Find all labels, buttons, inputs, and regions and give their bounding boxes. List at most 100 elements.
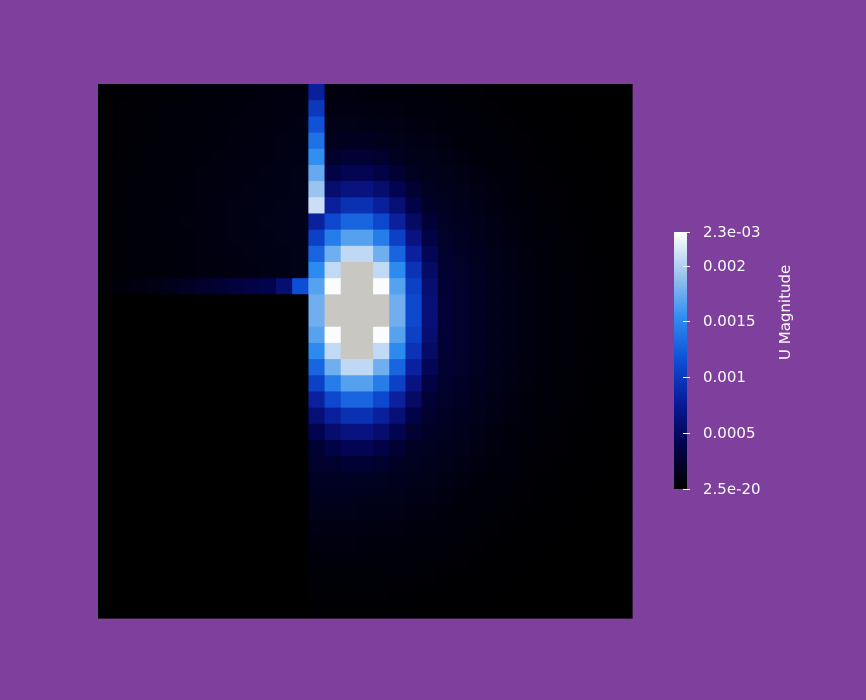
field-cell bbox=[567, 488, 585, 506]
field-cell bbox=[615, 359, 633, 376]
field-cell bbox=[518, 326, 536, 344]
scalar-bar-tick-label: 0.001 bbox=[703, 368, 746, 387]
field-cell bbox=[615, 164, 633, 182]
field-cell bbox=[421, 569, 439, 587]
field-cell bbox=[114, 100, 131, 117]
field-cell bbox=[389, 278, 407, 295]
field-cell bbox=[178, 132, 196, 150]
field-cell bbox=[551, 148, 568, 166]
field-cell bbox=[146, 181, 164, 198]
field-cell bbox=[308, 488, 326, 506]
field-cell bbox=[389, 342, 407, 360]
field-cell bbox=[470, 359, 487, 376]
field-cell bbox=[599, 440, 617, 457]
field-cell bbox=[454, 440, 471, 457]
field-cell bbox=[534, 375, 552, 393]
field-cell bbox=[292, 148, 309, 166]
field-cell bbox=[259, 164, 277, 182]
field-cell bbox=[340, 278, 358, 295]
field-cell bbox=[502, 601, 520, 619]
field-cell bbox=[518, 245, 536, 263]
field-cell bbox=[551, 472, 568, 490]
field-cell bbox=[486, 456, 504, 473]
field-cell bbox=[583, 601, 601, 619]
field-cell bbox=[615, 294, 633, 312]
field-cell bbox=[162, 229, 180, 247]
field-cell bbox=[373, 391, 390, 409]
field-cell bbox=[340, 375, 358, 393]
field-cell bbox=[615, 197, 633, 215]
field-cell bbox=[292, 262, 309, 279]
field-cell bbox=[389, 262, 407, 279]
field-cell bbox=[308, 84, 326, 101]
field-cell bbox=[502, 245, 520, 263]
field-cell bbox=[308, 116, 326, 134]
field-cell bbox=[486, 407, 504, 425]
field-cell bbox=[567, 164, 585, 182]
field-cell bbox=[583, 456, 601, 473]
field-cell bbox=[421, 342, 439, 360]
field-cell bbox=[421, 116, 439, 134]
field-cell bbox=[567, 440, 585, 457]
field-cell bbox=[437, 585, 455, 603]
field-cell bbox=[599, 520, 617, 538]
field-cell bbox=[292, 245, 309, 263]
field-cell bbox=[373, 213, 390, 231]
field-cell bbox=[373, 84, 390, 101]
field-cell bbox=[130, 84, 148, 101]
field-cell bbox=[405, 164, 423, 182]
field-cell bbox=[437, 100, 455, 117]
field-cell bbox=[583, 537, 601, 554]
field-cell bbox=[599, 553, 617, 571]
scalar-bar-tick-mark bbox=[683, 489, 690, 490]
field-cell bbox=[583, 245, 601, 263]
field-cell bbox=[373, 488, 390, 506]
field-cell bbox=[98, 100, 115, 117]
field-cell bbox=[340, 84, 358, 101]
field-cell bbox=[518, 520, 536, 538]
field-cell bbox=[324, 262, 342, 279]
field-cell bbox=[340, 132, 358, 150]
field-cell bbox=[259, 229, 277, 247]
field-cell bbox=[534, 569, 552, 587]
field-cell bbox=[470, 132, 487, 150]
field-cell bbox=[324, 359, 342, 376]
field-cell bbox=[534, 197, 552, 215]
field-cell bbox=[534, 164, 552, 182]
field-cell bbox=[502, 262, 520, 279]
field-cell bbox=[98, 213, 115, 231]
field-cell bbox=[389, 245, 407, 263]
field-cell bbox=[567, 262, 585, 279]
field-cell bbox=[534, 456, 552, 473]
field-cell bbox=[615, 375, 633, 393]
field-cell bbox=[259, 116, 277, 134]
field-cell bbox=[599, 375, 617, 393]
field-cell bbox=[599, 391, 617, 409]
field-cell bbox=[599, 116, 617, 134]
field-cell bbox=[146, 278, 164, 295]
field-cell bbox=[599, 181, 617, 198]
field-cell bbox=[615, 100, 633, 117]
field-cell bbox=[567, 294, 585, 312]
field-cell bbox=[308, 520, 326, 538]
field-cell bbox=[486, 488, 504, 506]
field-cell bbox=[259, 262, 277, 279]
field-cell bbox=[502, 132, 520, 150]
field-cell bbox=[437, 359, 455, 376]
field-cell bbox=[276, 164, 293, 182]
field-cell bbox=[308, 213, 326, 231]
field-cell bbox=[308, 601, 326, 619]
field-cell bbox=[583, 262, 601, 279]
field-cell bbox=[486, 585, 504, 603]
field-cell bbox=[486, 601, 504, 619]
field-cell bbox=[324, 488, 342, 506]
field-cell bbox=[470, 440, 487, 457]
field-cell bbox=[437, 520, 455, 538]
field-cell bbox=[599, 164, 617, 182]
field-cell bbox=[454, 488, 471, 506]
field-cell bbox=[340, 601, 358, 619]
field-cell bbox=[373, 472, 390, 490]
field-cell bbox=[389, 148, 407, 166]
field-cell bbox=[389, 504, 407, 522]
